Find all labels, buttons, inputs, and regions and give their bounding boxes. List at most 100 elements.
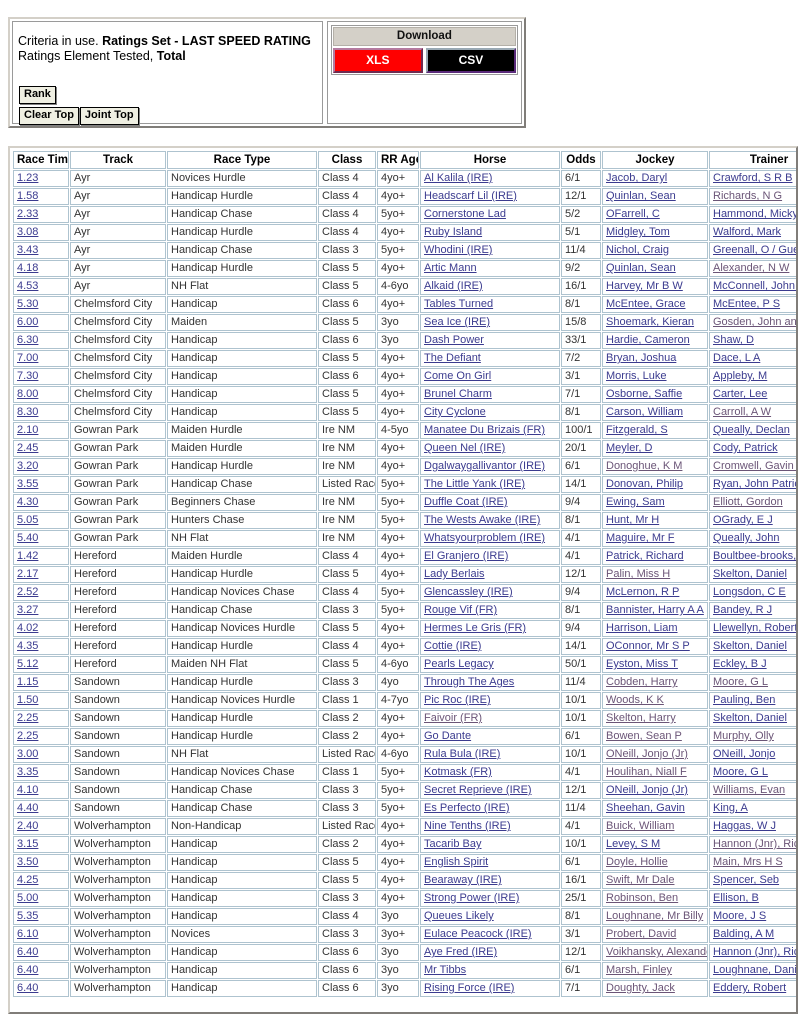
- link-trainer[interactable]: Carter, Lee: [713, 388, 768, 400]
- link-jockey[interactable]: Donovan, Philip: [606, 478, 684, 490]
- cell-trainer[interactable]: Queally, Declan: [709, 422, 796, 439]
- link-horse[interactable]: Nine Tenths (IRE): [424, 820, 511, 832]
- link-race-time[interactable]: 8.00: [17, 388, 39, 400]
- results-table-container[interactable]: Race Time Track Race Type Class RR Age Horse O…: [8, 146, 798, 1014]
- link-jockey[interactable]: McLernon, R P: [606, 586, 680, 598]
- link-horse[interactable]: Al Kalila (IRE): [424, 172, 493, 184]
- link-horse[interactable]: City Cyclone: [424, 406, 486, 418]
- cell-jockey[interactable]: Donoghue, K M: [602, 458, 708, 475]
- cell-horse[interactable]: Cornerstone Lad: [420, 206, 560, 223]
- link-jockey[interactable]: Jacob, Daryl: [606, 172, 668, 184]
- link-horse[interactable]: Rula Bula (IRE): [424, 748, 501, 760]
- download-csv-button[interactable]: CSV: [425, 48, 517, 73]
- link-race-time[interactable]: 2.25: [17, 712, 39, 724]
- link-horse[interactable]: Bearaway (IRE): [424, 874, 502, 886]
- cell-horse[interactable]: The Defiant: [420, 350, 560, 367]
- cell-jockey[interactable]: Eyston, Miss T: [602, 656, 708, 673]
- link-jockey[interactable]: Morris, Luke: [606, 370, 667, 382]
- cell-trainer[interactable]: Appleby, M: [709, 368, 796, 385]
- cell-trainer[interactable]: Ellison, B: [709, 890, 796, 907]
- cell-horse[interactable]: Alkaid (IRE): [420, 278, 560, 295]
- cell-race-time[interactable]: 1.58: [13, 188, 69, 205]
- cell-jockey[interactable]: Probert, David: [602, 926, 708, 943]
- link-jockey[interactable]: Buick, William: [606, 820, 675, 832]
- cell-trainer[interactable]: Hannon (Jnr), Richard: [709, 836, 796, 853]
- cell-trainer[interactable]: Skelton, Daniel: [709, 566, 796, 583]
- link-race-time[interactable]: 4.35: [17, 640, 39, 652]
- link-horse[interactable]: Faivoir (FR): [424, 712, 483, 724]
- link-jockey[interactable]: Probert, David: [606, 928, 677, 940]
- cell-jockey[interactable]: Woods, K K: [602, 692, 708, 709]
- link-trainer[interactable]: Bandey, R J: [713, 604, 773, 616]
- link-trainer[interactable]: ONeill, Jonjo: [713, 748, 776, 760]
- link-horse[interactable]: Headscarf Lil (IRE): [424, 190, 517, 202]
- link-jockey[interactable]: Maguire, Mr F: [606, 532, 675, 544]
- cell-race-time[interactable]: 4.10: [13, 782, 69, 799]
- clear-top-button[interactable]: Clear Top: [19, 107, 79, 125]
- link-trainer[interactable]: Moore, G L: [713, 766, 769, 778]
- link-horse[interactable]: Cottie (IRE): [424, 640, 482, 652]
- link-jockey[interactable]: ONeill, Jonjo (Jr): [606, 784, 688, 796]
- link-jockey[interactable]: Voikhansky, Alexander: [606, 946, 708, 958]
- cell-trainer[interactable]: Richards, N G: [709, 188, 796, 205]
- link-jockey[interactable]: Bowen, Sean P: [606, 730, 682, 742]
- link-trainer[interactable]: Llewellyn, Robert: [713, 622, 798, 634]
- link-jockey[interactable]: Cobden, Harry: [606, 676, 678, 688]
- cell-trainer[interactable]: Crawford, S R B: [709, 170, 796, 187]
- cell-jockey[interactable]: Fitzgerald, S: [602, 422, 708, 439]
- link-trainer[interactable]: Skelton, Daniel: [713, 712, 787, 724]
- link-race-time[interactable]: 1.23: [17, 172, 39, 184]
- cell-trainer[interactable]: Greenall, O / Guerriero, J: [709, 242, 796, 259]
- link-race-time[interactable]: 4.40: [17, 802, 39, 814]
- column-header-race-time[interactable]: Race Time: [13, 151, 69, 169]
- cell-jockey[interactable]: ONeill, Jonjo (Jr): [602, 782, 708, 799]
- cell-jockey[interactable]: Robinson, Ben: [602, 890, 708, 907]
- link-horse[interactable]: Through The Ages: [424, 676, 515, 688]
- link-trainer[interactable]: Queally, John: [713, 532, 780, 544]
- cell-horse[interactable]: The Little Yank (IRE): [420, 476, 560, 493]
- link-race-time[interactable]: 4.18: [17, 262, 39, 274]
- link-horse[interactable]: Queen Nel (IRE): [424, 442, 506, 454]
- link-jockey[interactable]: Shoemark, Kieran: [606, 316, 695, 328]
- cell-race-time[interactable]: 6.40: [13, 944, 69, 961]
- link-trainer[interactable]: Appleby, M: [713, 370, 768, 382]
- cell-trainer[interactable]: OGrady, E J: [709, 512, 796, 529]
- cell-race-time[interactable]: 5.35: [13, 908, 69, 925]
- cell-trainer[interactable]: Cromwell, Gavin Patrick: [709, 458, 796, 475]
- cell-jockey[interactable]: Levey, S M: [602, 836, 708, 853]
- cell-race-time[interactable]: 2.17: [13, 566, 69, 583]
- cell-race-time[interactable]: 2.45: [13, 440, 69, 457]
- cell-trainer[interactable]: Carter, Lee: [709, 386, 796, 403]
- cell-horse[interactable]: Strong Power (IRE): [420, 890, 560, 907]
- cell-race-time[interactable]: 4.18: [13, 260, 69, 277]
- link-trainer[interactable]: Queally, Declan: [713, 424, 790, 436]
- link-horse[interactable]: Brunel Charm: [424, 388, 492, 400]
- link-trainer[interactable]: Loughnane, Daniel Mark: [713, 964, 797, 976]
- cell-jockey[interactable]: Morris, Luke: [602, 368, 708, 385]
- link-jockey[interactable]: Marsh, Finley: [606, 964, 673, 976]
- link-trainer[interactable]: Main, Mrs H S: [713, 856, 783, 868]
- link-race-time[interactable]: 7.00: [17, 352, 39, 364]
- cell-trainer[interactable]: Loughnane, Daniel Mark: [709, 962, 797, 979]
- link-jockey[interactable]: Hunt, Mr H: [606, 514, 660, 526]
- link-trainer[interactable]: Balding, A M: [713, 928, 775, 940]
- link-race-time[interactable]: 6.40: [17, 982, 39, 994]
- link-horse[interactable]: El Granjero (IRE): [424, 550, 509, 562]
- link-trainer[interactable]: Gosden, John and Thady: [713, 316, 797, 328]
- cell-race-time[interactable]: 7.30: [13, 368, 69, 385]
- link-trainer[interactable]: Skelton, Daniel: [713, 568, 787, 580]
- cell-horse[interactable]: Al Kalila (IRE): [420, 170, 560, 187]
- link-horse[interactable]: Come On Girl: [424, 370, 492, 382]
- link-race-time[interactable]: 5.30: [17, 298, 39, 310]
- cell-trainer[interactable]: Alexander, N W: [709, 260, 796, 277]
- cell-race-time[interactable]: 4.25: [13, 872, 69, 889]
- link-jockey[interactable]: Donoghue, K M: [606, 460, 683, 472]
- link-trainer[interactable]: King, A: [713, 802, 748, 814]
- link-jockey[interactable]: Robinson, Ben: [606, 892, 679, 904]
- cell-horse[interactable]: Mr Tibbs: [420, 962, 560, 979]
- cell-trainer[interactable]: Dace, L A: [709, 350, 796, 367]
- cell-trainer[interactable]: Longsdon, C E: [709, 584, 796, 601]
- link-horse[interactable]: The Defiant: [424, 352, 481, 364]
- link-race-time[interactable]: 3.15: [17, 838, 39, 850]
- link-horse[interactable]: English Spirit: [424, 856, 489, 868]
